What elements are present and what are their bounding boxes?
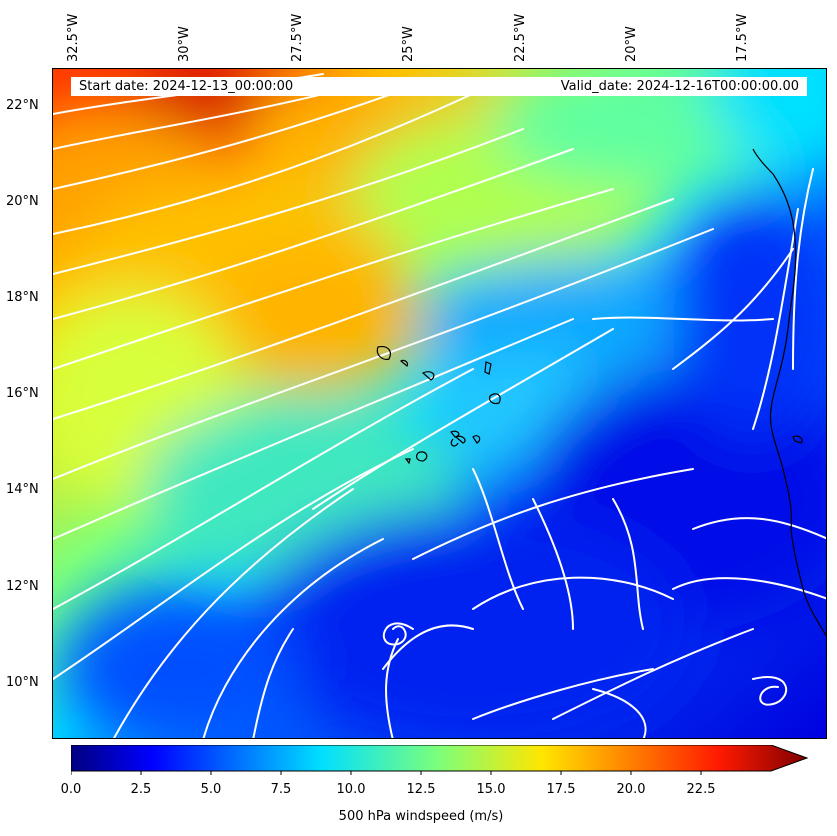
lat-label: 10°N — [6, 675, 39, 690]
colorbar — [71, 745, 809, 775]
lat-label: 12°N — [6, 579, 39, 594]
start-date: Start date: 2024-12-13_00:00:00 — [79, 79, 294, 94]
colorbar-tick-label: 15.0 — [476, 782, 506, 797]
colorbar-tick-label: 7.5 — [270, 782, 292, 797]
colorbar-tick-label: 17.5 — [546, 782, 576, 797]
colorbar-tick-label: 10.0 — [336, 782, 366, 797]
colorbar-tick-label: 20.0 — [616, 782, 646, 797]
colorbar-title: 500 hPa windspeed (m/s) — [338, 809, 504, 824]
lat-label: 20°N — [6, 194, 39, 209]
lon-label: 30°W — [177, 26, 192, 62]
colorbar-tick-label: 2.5 — [130, 782, 152, 797]
wind-map — [52, 68, 827, 739]
streamlines — [53, 73, 826, 738]
colorbar-tick-label: 0.0 — [60, 782, 82, 797]
lon-label: 17.5°W — [735, 13, 750, 62]
valid-date: Valid_date: 2024-12-16T00:00:00.00 — [560, 79, 799, 94]
colorbar-tick-label: 22.5 — [686, 782, 716, 797]
lat-label: 14°N — [6, 482, 39, 497]
lat-label: 22°N — [6, 98, 39, 113]
windspeed-field — [53, 69, 826, 738]
lon-label: 27.5°W — [290, 13, 305, 62]
colorbar-tick-label: 5.0 — [200, 782, 222, 797]
lat-label: 16°N — [6, 386, 39, 401]
lon-label: 25°W — [401, 26, 416, 62]
lon-label: 22.5°W — [513, 13, 528, 62]
coastlines — [376, 148, 826, 637]
colorbar-gradient — [71, 745, 809, 772]
lon-label: 32.5°W — [66, 13, 81, 62]
lon-label: 20°W — [624, 26, 639, 62]
date-box: Start date: 2024-12-13_00:00:00 Valid_da… — [71, 77, 807, 96]
windspeed-blobs — [53, 69, 826, 738]
colorbar-tick-label: 12.5 — [406, 782, 436, 797]
lat-label: 18°N — [6, 290, 39, 305]
